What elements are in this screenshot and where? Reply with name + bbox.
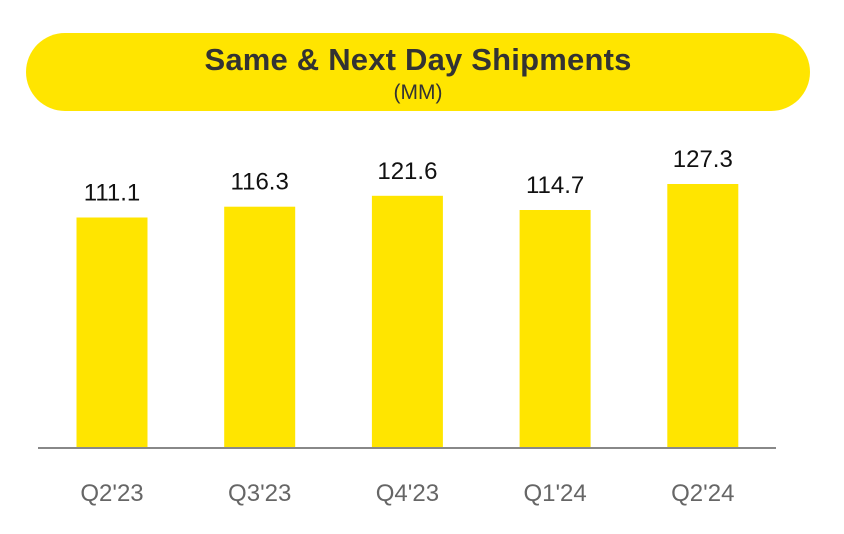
chart-subtitle: (MM)	[393, 81, 443, 104]
x-tick-label-1: Q3'23	[228, 480, 291, 507]
chart-title-banner: Same & Next Day Shipments (MM)	[26, 33, 810, 111]
data-label-1: 116.3	[231, 169, 289, 196]
bar-3	[519, 210, 591, 447]
data-label-3: 114.7	[526, 172, 584, 199]
data-label-2: 121.6	[377, 158, 437, 185]
x-tick-label-4: Q2'24	[671, 480, 734, 507]
chart-title: Same & Next Day Shipments	[204, 42, 632, 77]
x-tick-label-0: Q2'23	[80, 480, 143, 507]
bar-4	[667, 184, 739, 447]
data-label-0: 111.1	[84, 180, 141, 207]
x-tick-label-3: Q1'24	[523, 480, 586, 507]
bar-1	[224, 206, 296, 447]
data-label-4: 127.3	[673, 146, 733, 173]
bar-2	[371, 195, 443, 447]
bar-0	[76, 217, 148, 447]
x-tick-label-2: Q4'23	[376, 480, 439, 507]
